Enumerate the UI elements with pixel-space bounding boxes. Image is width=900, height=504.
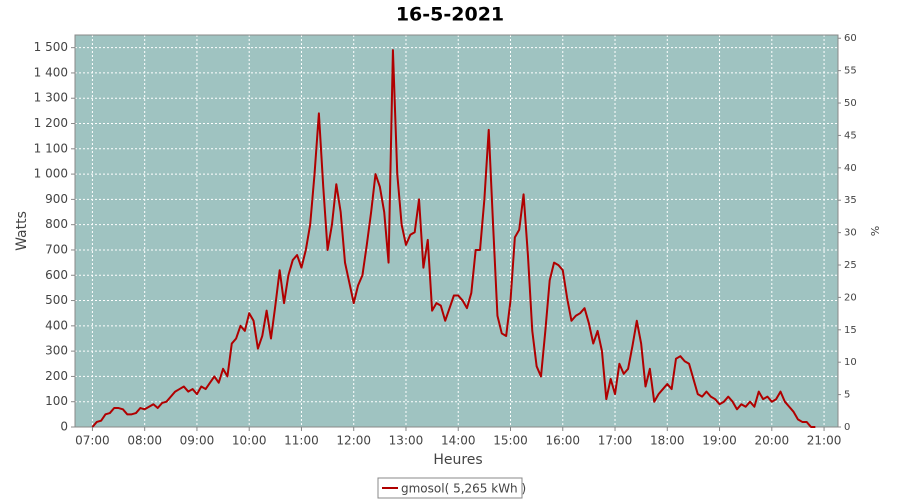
y2-tick-label: 20 — [844, 292, 857, 303]
x-tick-label: 08:00 — [127, 434, 162, 448]
y-tick-label: 600 — [45, 268, 68, 282]
x-tick-label: 15:00 — [493, 434, 528, 448]
x-tick-label: 17:00 — [598, 434, 633, 448]
y-tick-label: 100 — [45, 394, 68, 408]
x-tick-label: 19:00 — [702, 434, 737, 448]
y2-tick-label: 30 — [844, 228, 857, 239]
y2-axis-label: % — [868, 226, 881, 236]
x-tick-label: 11:00 — [284, 434, 319, 448]
chart-title: 16-5-2021 — [396, 4, 504, 26]
y2-tick-label: 15 — [844, 325, 857, 336]
x-tick-label: 21:00 — [807, 434, 842, 448]
y-tick-label: 1 000 — [34, 167, 68, 181]
x-axis-label: Heures — [433, 452, 482, 468]
plot-border — [74, 34, 839, 428]
legend: gmosol( 5,265 kWh ) — [377, 477, 526, 499]
x-tick-label: 20:00 — [755, 434, 790, 448]
y-tick-label: 1 300 — [34, 91, 68, 105]
y2-tick-label: 10 — [844, 357, 857, 368]
plot-area — [75, 35, 838, 427]
x-tick-label: 10:00 — [232, 434, 267, 448]
y-tick-label: 800 — [45, 217, 68, 231]
y-tick-label: 1 100 — [34, 141, 68, 155]
y-tick-label: 300 — [45, 344, 68, 358]
x-tick-label: 14:00 — [441, 434, 476, 448]
y-tick-label: 400 — [45, 318, 68, 332]
y-tick-label: 1 500 — [34, 40, 68, 54]
y-axis-label: Watts — [14, 211, 30, 251]
y2-tick-label: 0 — [844, 422, 850, 433]
y-tick-label: 900 — [45, 192, 68, 206]
y2-tick-label: 60 — [844, 33, 857, 44]
x-tick-label: 12:00 — [336, 434, 371, 448]
x-tick-label: 18:00 — [650, 434, 685, 448]
y-tick-label: 200 — [45, 369, 68, 383]
y2-tick-label: 5 — [844, 390, 850, 401]
y2-tick-label: 45 — [844, 130, 857, 141]
y-tick-label: 1 400 — [34, 65, 68, 79]
y2-tick-label: 40 — [844, 163, 857, 174]
y-tick-label: 700 — [45, 242, 68, 256]
x-tick-label: 16:00 — [545, 434, 580, 448]
data-line — [91, 49, 816, 428]
y2-tick-label: 55 — [844, 66, 857, 77]
y-tick-label: 1 200 — [34, 116, 68, 130]
x-tick-label: 09:00 — [180, 434, 215, 448]
y2-tick-label: 35 — [844, 195, 857, 206]
y2-tick-label: 50 — [844, 98, 857, 109]
y-tick-label: 0 — [60, 420, 68, 434]
x-tick-label: 07:00 — [75, 434, 110, 448]
x-tick-label: 13:00 — [389, 434, 424, 448]
y2-tick-label: 25 — [844, 260, 857, 271]
legend-label: gmosol( 5,265 kWh ) — [401, 482, 526, 496]
legend-box — [377, 477, 523, 499]
y-tick-label: 500 — [45, 293, 68, 307]
